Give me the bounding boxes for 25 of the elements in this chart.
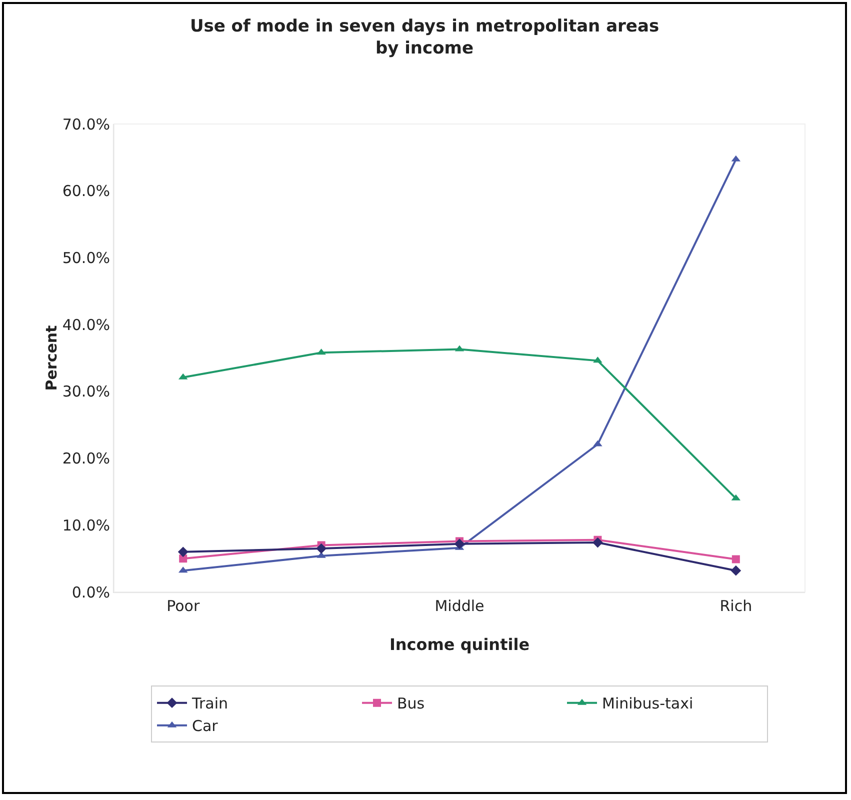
point <box>732 555 740 564</box>
y-tick-label: 40.0% <box>62 316 110 334</box>
y-tick-label: 60.0% <box>62 182 110 200</box>
legend-label: Train <box>191 694 228 713</box>
point <box>592 537 603 548</box>
y-tick-label: 30.0% <box>62 382 110 401</box>
point <box>179 554 188 563</box>
point <box>178 546 188 558</box>
point <box>316 543 326 554</box>
point <box>454 538 465 550</box>
y-tick-label: 50.0% <box>62 248 110 267</box>
legend-label: Bus <box>397 694 425 713</box>
y-tick-label: 0.0% <box>72 583 110 602</box>
x-axis-title: Income quintile <box>389 635 530 654</box>
y-tick-label: 70.0% <box>62 115 110 134</box>
x-tick-label: Poor <box>166 597 200 615</box>
y-tick-label: 20.0% <box>62 450 110 468</box>
legend-label: Minibus-taxi <box>602 694 694 713</box>
legend-label: Car <box>192 717 219 736</box>
point <box>730 565 742 576</box>
x-tick-label: Rich <box>720 597 752 615</box>
chart-title: Use of mode in seven days in metropolitan areas by income <box>190 16 660 59</box>
y-tick-label: 10.0% <box>62 516 110 534</box>
y-axis-title: Percent <box>42 325 60 391</box>
x-tick-label: Middle <box>434 597 484 615</box>
